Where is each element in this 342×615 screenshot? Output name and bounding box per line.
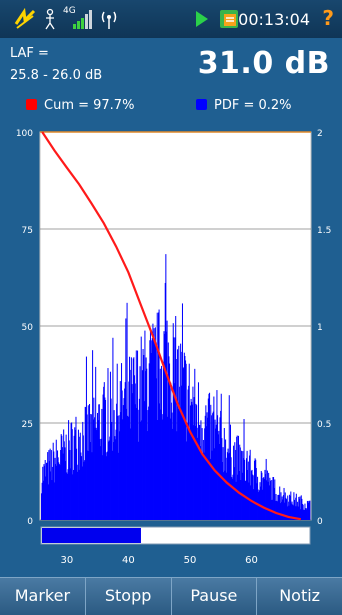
y-right-tick-label: 0 bbox=[317, 517, 323, 527]
cum-swatch bbox=[26, 99, 37, 110]
legend-pdf-label: PDF = 0.2% bbox=[214, 98, 292, 113]
metric-range: 25.8 - 26.0 dB bbox=[10, 68, 102, 83]
pdf-bar bbox=[309, 501, 310, 520]
clock: 00:13:04 bbox=[238, 10, 310, 29]
y-left-tick-label: 100 bbox=[16, 129, 33, 139]
help-icon[interactable]: ? bbox=[322, 6, 334, 30]
document-icon bbox=[218, 8, 240, 30]
legend-cum-label: Cum = 97.7% bbox=[44, 98, 134, 113]
y-right-tick-label: 2 bbox=[317, 129, 323, 139]
legend-pdf: PDF = 0.2% bbox=[196, 98, 292, 113]
y-left-tick-label: 50 bbox=[22, 323, 34, 333]
statistics-chart: 0 25 50 75 100 0 0.5 1 1.5 2 30 40 50 60 bbox=[0, 124, 342, 577]
toolbar: Marker Stopp Pause Notiz bbox=[0, 577, 342, 615]
marker-button[interactable]: Marker bbox=[0, 578, 86, 615]
metric-value: 31.0 dB bbox=[198, 46, 330, 81]
y-left-tick-label: 25 bbox=[22, 420, 33, 430]
wifi-icon bbox=[98, 8, 120, 30]
x-tick-label: 50 bbox=[184, 555, 197, 566]
y-left-tick-label: 75 bbox=[22, 226, 33, 236]
status-bar: 4G 00:13:04 ? bbox=[0, 0, 342, 38]
x-tick-label: 30 bbox=[60, 555, 73, 566]
y-right-tick-label: 0.5 bbox=[317, 420, 331, 430]
y-left-tick-label: 0 bbox=[27, 517, 33, 527]
person-icon bbox=[44, 8, 56, 30]
signal-bars-icon bbox=[72, 8, 92, 30]
pdf-swatch bbox=[196, 99, 207, 110]
measurement-header: LAF = 25.8 - 26.0 dB 31.0 dB Cum = 97.7%… bbox=[0, 38, 342, 124]
x-tick-label: 40 bbox=[122, 555, 135, 566]
metric-label: LAF = bbox=[10, 46, 49, 61]
app-logo-icon bbox=[14, 8, 36, 30]
y-right-tick-label: 1.5 bbox=[317, 226, 331, 236]
y-right-tick-label: 1 bbox=[317, 323, 323, 333]
scroll-thumb[interactable] bbox=[42, 528, 141, 543]
stop-button[interactable]: Stopp bbox=[86, 578, 172, 615]
legend-cumulative: Cum = 97.7% bbox=[26, 98, 134, 113]
x-tick-label: 60 bbox=[245, 555, 258, 566]
pause-button[interactable]: Pause bbox=[172, 578, 258, 615]
play-icon bbox=[194, 8, 210, 30]
note-button[interactable]: Notiz bbox=[257, 578, 342, 615]
